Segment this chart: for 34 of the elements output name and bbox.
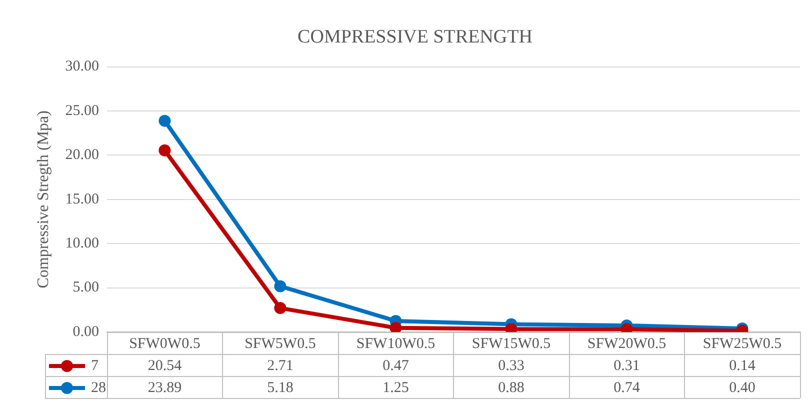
data-label: 1.25: [382, 380, 409, 396]
data-label: 0.88: [498, 380, 524, 396]
y-tick-label: 5.00: [72, 280, 99, 296]
y-tick-label: 10.00: [65, 236, 99, 252]
x-tick-label: SFW25W0.5: [702, 336, 782, 352]
chart-title: COMPRESSIVE STRENGTH: [298, 26, 533, 48]
y-axis-title: Compressive Stregth (Mpa): [34, 110, 52, 288]
y-tick-label: 30.00: [65, 58, 99, 75]
y-tick-label: 25.00: [65, 102, 99, 119]
point: [158, 144, 171, 156]
legend-label: 28: [91, 380, 106, 396]
y-tick-label: 15.00: [65, 191, 99, 208]
y-tick-label: 20.00: [65, 147, 99, 164]
x-tick-label: SFW5W0.5: [244, 336, 316, 352]
x-tick-label: SFW20W0.5: [587, 336, 666, 352]
data-label: 0.14: [729, 358, 756, 374]
x-tick-label: SFW10W0.5: [356, 336, 436, 352]
legend-label: 7: [91, 358, 99, 374]
x-tick-label: SFW0W0.5: [129, 336, 200, 352]
point: [274, 280, 286, 292]
x-tick-label: SFW15W0.5: [472, 336, 551, 352]
data-label: 0.74: [614, 380, 640, 396]
data-label: 2.71: [267, 358, 294, 374]
data-label: 0.40: [729, 380, 756, 396]
point: [158, 114, 171, 127]
data-label: 20.54: [148, 358, 182, 374]
y-tick-label: 0.00: [72, 324, 99, 340]
data-label: 23.89: [148, 380, 182, 396]
data-label: 0.47: [382, 358, 410, 374]
data-label: 0.33: [498, 358, 524, 374]
point: [390, 322, 402, 332]
data-label: 0.31: [614, 358, 640, 374]
data-label: 5.18: [267, 380, 294, 396]
point: [274, 302, 286, 314]
